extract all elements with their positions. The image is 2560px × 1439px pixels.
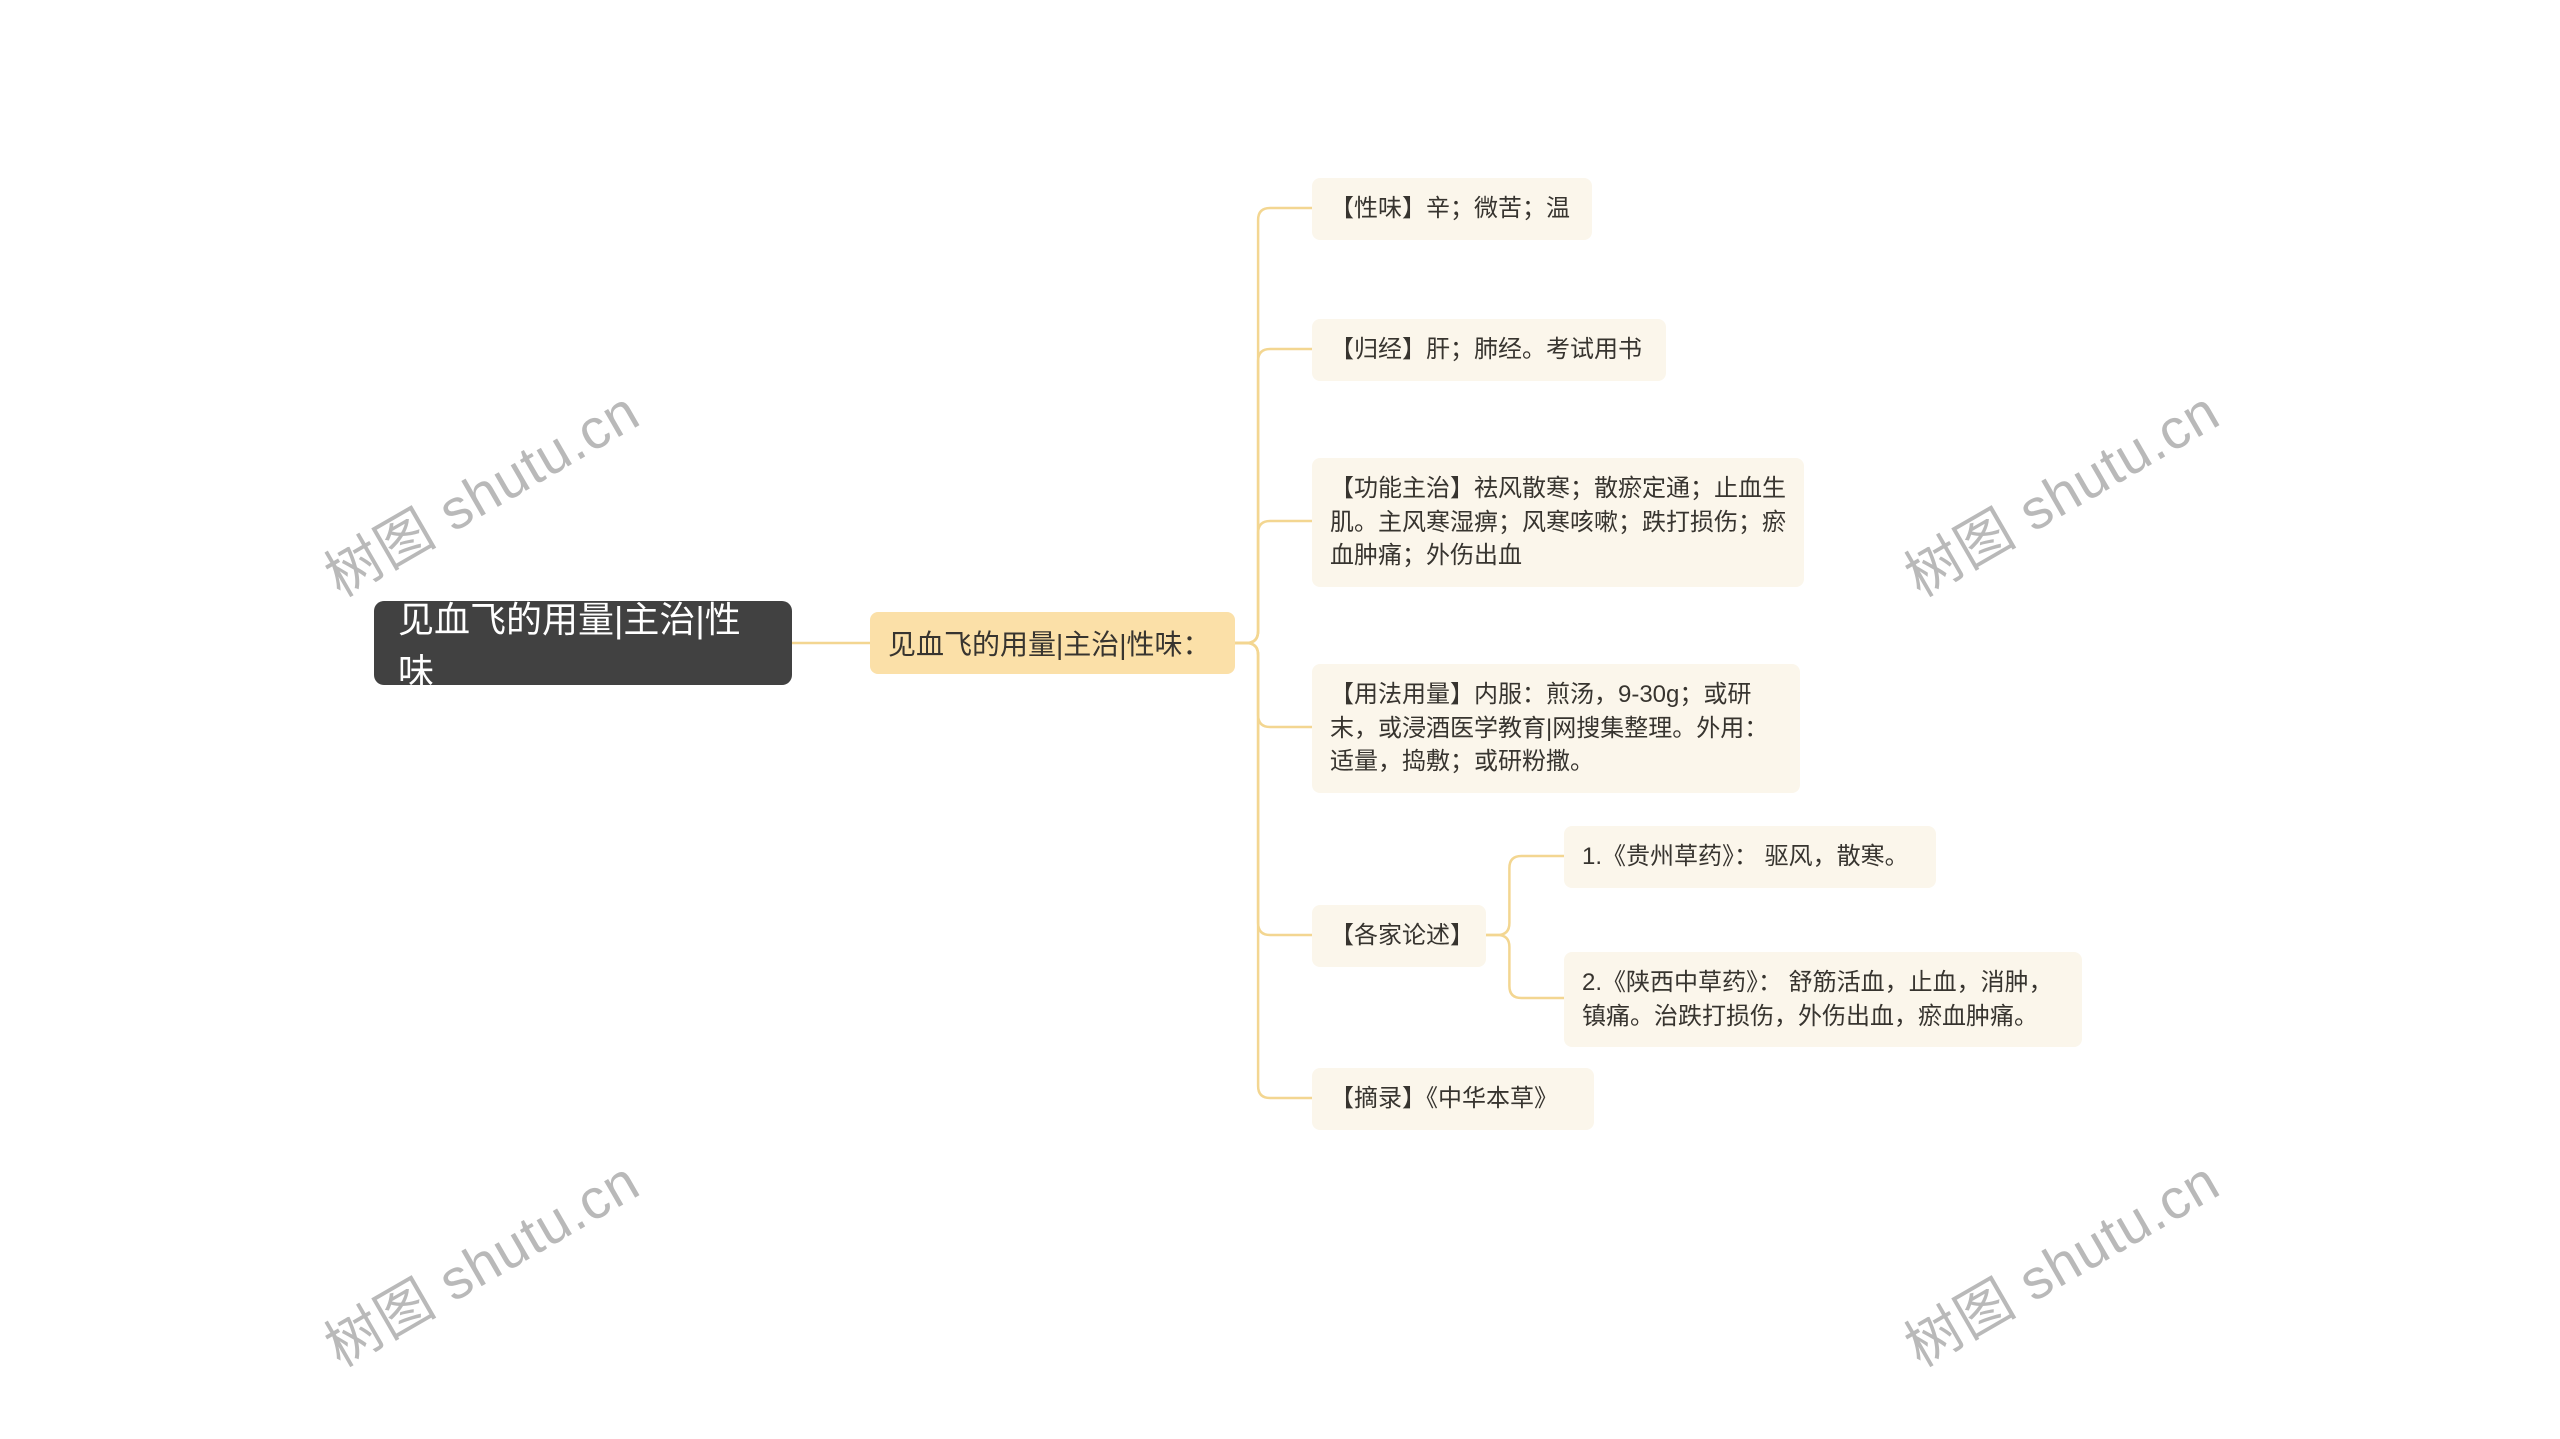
- sub-1-label: 1.《贵州草药》： 驱风，散寒。: [1582, 840, 1909, 874]
- connector: [1235, 643, 1312, 935]
- leaf-zl-label: 【摘录】《中华本草》: [1330, 1082, 1558, 1116]
- leaf-xw[interactable]: 【性味】辛；微苦；温: [1312, 178, 1592, 240]
- connector: [1235, 643, 1312, 1098]
- sub-1[interactable]: 1.《贵州草药》： 驱风，散寒。: [1564, 826, 1936, 888]
- connector: [1235, 208, 1312, 643]
- connector: [1235, 521, 1312, 643]
- leaf-yf[interactable]: 【用法用量】内服：煎汤，9-30g；或研末，或浸酒医学教育|网搜集整理。外用：适…: [1312, 664, 1800, 793]
- leaf-gz[interactable]: 【功能主治】祛风散寒；散瘀定通；止血生肌。主风寒湿痹；风寒咳嗽；跌打损伤；瘀血肿…: [1312, 458, 1804, 587]
- leaf-zl[interactable]: 【摘录】《中华本草》: [1312, 1068, 1594, 1130]
- watermark: 树图 shutu.cn: [308, 1137, 652, 1382]
- leaf-xw-label: 【性味】辛；微苦；温: [1330, 192, 1570, 226]
- root-node[interactable]: 见血飞的用量|主治|性味: [374, 601, 792, 685]
- leaf-gl[interactable]: 【各家论述】: [1312, 905, 1486, 967]
- leaf-gj[interactable]: 【归经】肝；肺经。考试用书: [1312, 319, 1666, 381]
- connector: [1486, 856, 1564, 935]
- watermark: 树图 shutu.cn: [1888, 1137, 2232, 1382]
- watermark: 树图 shutu.cn: [1888, 367, 2232, 612]
- leaf-gj-label: 【归经】肝；肺经。考试用书: [1330, 333, 1642, 367]
- watermark: 树图 shutu.cn: [308, 367, 652, 612]
- level1-label: 见血飞的用量|主治|性味：: [888, 623, 1211, 663]
- connector: [1235, 643, 1312, 727]
- leaf-gl-label: 【各家论述】: [1330, 919, 1468, 953]
- sub-2-label: 2.《陕西中草药》： 舒筋活血，止血，消肿，镇痛。治跌打损伤，外伤出血，瘀血肿痛…: [1582, 966, 2064, 1033]
- connector-layer: [0, 0, 2560, 1439]
- connector: [1235, 349, 1312, 643]
- connector: [1486, 935, 1564, 998]
- level1-node[interactable]: 见血飞的用量|主治|性味：: [870, 612, 1235, 674]
- leaf-gz-label: 【功能主治】祛风散寒；散瘀定通；止血生肌。主风寒湿痹；风寒咳嗽；跌打损伤；瘀血肿…: [1330, 472, 1786, 573]
- sub-2[interactable]: 2.《陕西中草药》： 舒筋活血，止血，消肿，镇痛。治跌打损伤，外伤出血，瘀血肿痛…: [1564, 952, 2082, 1047]
- leaf-yf-label: 【用法用量】内服：煎汤，9-30g；或研末，或浸酒医学教育|网搜集整理。外用：适…: [1330, 678, 1782, 779]
- root-label: 见血飞的用量|主治|性味: [398, 591, 768, 695]
